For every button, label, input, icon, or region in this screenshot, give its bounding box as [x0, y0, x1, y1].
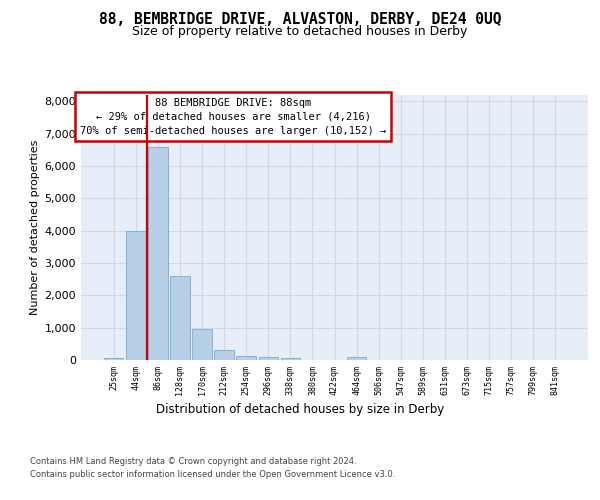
Text: Contains public sector information licensed under the Open Government Licence v3: Contains public sector information licen… [30, 470, 395, 479]
Bar [193, 330, 212, 360]
Text: Distribution of detached houses by size in Derby: Distribution of detached houses by size … [156, 402, 444, 415]
Bar [214, 350, 234, 360]
Text: Contains HM Land Registry data © Crown copyright and database right 2024.: Contains HM Land Registry data © Crown c… [30, 458, 356, 466]
Bar [104, 358, 124, 360]
Bar [170, 276, 190, 360]
Bar [347, 358, 366, 360]
Bar [259, 357, 278, 360]
Bar [281, 358, 300, 360]
Bar [126, 230, 146, 360]
Text: 88, BEMBRIDGE DRIVE, ALVASTON, DERBY, DE24 0UQ: 88, BEMBRIDGE DRIVE, ALVASTON, DERBY, DE… [99, 12, 501, 28]
Bar [236, 356, 256, 360]
Text: 88 BEMBRIDGE DRIVE: 88sqm
← 29% of detached houses are smaller (4,216)
70% of se: 88 BEMBRIDGE DRIVE: 88sqm ← 29% of detac… [80, 98, 386, 136]
Bar [148, 146, 167, 360]
Y-axis label: Number of detached properties: Number of detached properties [31, 140, 40, 315]
Text: Size of property relative to detached houses in Derby: Size of property relative to detached ho… [133, 25, 467, 38]
